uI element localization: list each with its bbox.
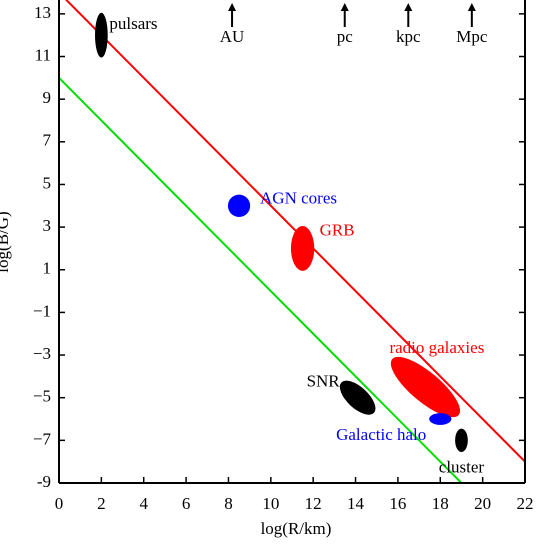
x-tick-label: 14 <box>347 494 365 513</box>
scale-arrowhead <box>404 3 413 11</box>
x-tick-label: 12 <box>305 494 322 513</box>
y-tick-label: −5 <box>33 387 51 406</box>
x-tick-label: 10 <box>262 494 279 513</box>
source-region <box>290 226 315 271</box>
limit-line <box>59 77 463 483</box>
scale-arrowhead <box>467 3 476 11</box>
x-tick-label: 22 <box>517 494 534 513</box>
y-tick-label: 13 <box>34 3 51 22</box>
scale-label: pc <box>337 27 354 46</box>
source-label: Galactic halo <box>336 425 426 444</box>
source-region <box>95 12 108 58</box>
limit-line <box>65 0 525 463</box>
scale-arrowhead <box>340 3 349 11</box>
y-tick-label: −3 <box>33 344 51 363</box>
y-tick-label: 1 <box>43 259 52 278</box>
source-region <box>429 413 452 425</box>
source-label: pulsars <box>109 14 157 33</box>
scale-arrowhead <box>228 3 237 11</box>
source-region <box>455 428 468 453</box>
y-tick-label: -9 <box>37 472 51 491</box>
x-tick-label: 16 <box>389 494 406 513</box>
y-tick-label: 9 <box>43 88 52 107</box>
y-tick-label: 3 <box>43 216 52 235</box>
x-tick-label: 18 <box>432 494 449 513</box>
source-region <box>339 380 376 415</box>
scale-label: AU <box>220 27 245 46</box>
x-tick-label: 0 <box>55 494 64 513</box>
scale-label: kpc <box>396 27 421 46</box>
x-tick-label: 2 <box>97 494 106 513</box>
source-label: cluster <box>439 457 485 476</box>
source-region <box>390 356 461 418</box>
y-tick-label: −1 <box>33 301 51 320</box>
source-label: GRB <box>320 220 355 239</box>
y-axis-label: log(B/G) <box>0 211 12 272</box>
x-tick-label: 6 <box>182 494 191 513</box>
source-label: SNR <box>307 372 341 391</box>
x-axis-label: log(R/km) <box>261 519 332 538</box>
scale-label: Mpc <box>456 27 488 46</box>
x-tick-label: 8 <box>224 494 233 513</box>
x-tick-label: 20 <box>474 494 491 513</box>
source-label: radio galaxies <box>389 338 484 357</box>
y-tick-label: 7 <box>43 131 52 150</box>
y-tick-label: −7 <box>33 429 52 448</box>
source-region <box>227 194 251 217</box>
y-tick-label: 11 <box>35 45 51 64</box>
x-tick-label: 4 <box>139 494 148 513</box>
plot-area <box>59 0 525 483</box>
source-label: AGN cores <box>260 189 337 208</box>
y-tick-label: 5 <box>43 173 52 192</box>
